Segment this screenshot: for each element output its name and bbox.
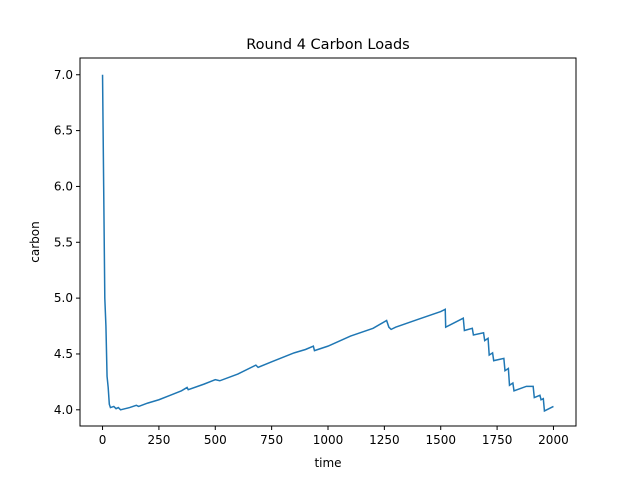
x-tick-label: 0 xyxy=(99,433,107,447)
y-tick-label: 4.5 xyxy=(54,347,73,361)
y-tick-label: 7.0 xyxy=(54,68,73,82)
x-tick-label: 500 xyxy=(204,433,227,447)
x-tick-label: 1000 xyxy=(313,433,344,447)
y-tick-label: 6.5 xyxy=(54,124,73,138)
x-tick-label: 750 xyxy=(260,433,283,447)
y-axis-label: carbon xyxy=(28,221,42,262)
data-line xyxy=(101,74,554,413)
x-tick-label: 1250 xyxy=(369,433,400,447)
chart-title: Round 4 Carbon Loads xyxy=(246,37,410,53)
x-tick-label: 250 xyxy=(147,433,170,447)
y-tick-label: 5.0 xyxy=(54,291,73,305)
x-tick-label: 1500 xyxy=(425,433,456,447)
x-axis-label: time xyxy=(314,456,341,470)
x-tick-label: 1750 xyxy=(482,433,513,447)
x-tick-label: 2000 xyxy=(538,433,569,447)
y-tick-label: 5.5 xyxy=(54,235,73,249)
plot-frame xyxy=(79,57,577,427)
y-tick-label: 4.0 xyxy=(54,403,73,417)
y-tick-label: 6.0 xyxy=(54,179,73,193)
